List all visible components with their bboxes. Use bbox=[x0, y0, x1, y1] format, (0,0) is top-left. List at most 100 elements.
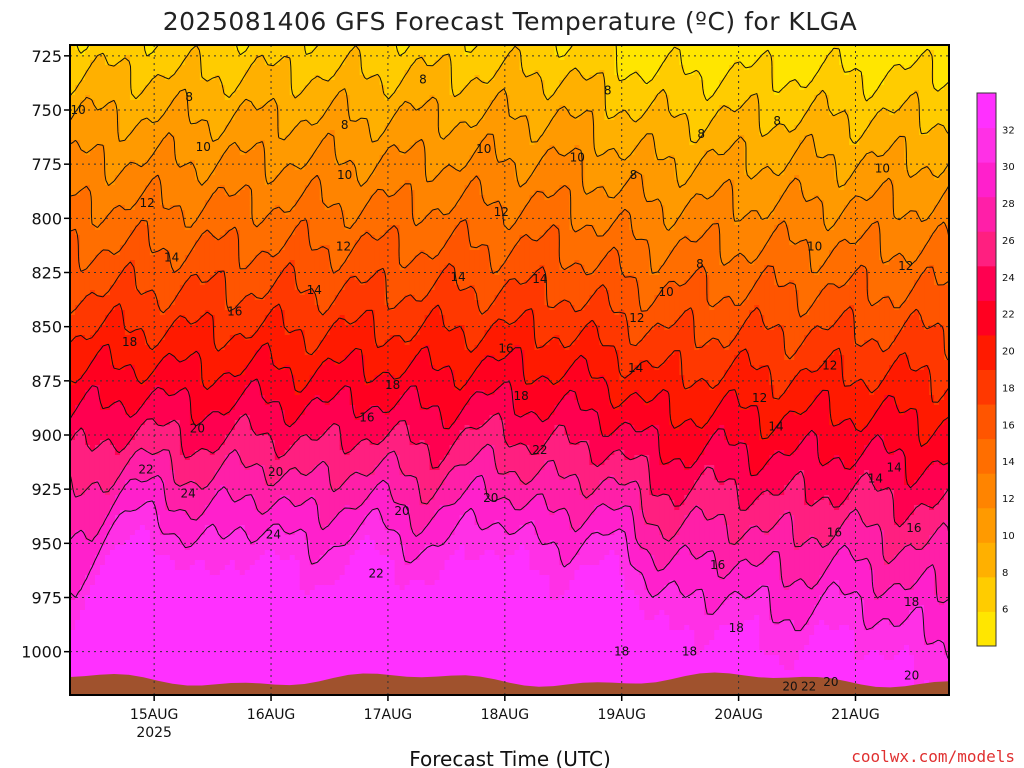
x-tick-label: 16AUG bbox=[247, 707, 296, 723]
contour-label: 16 bbox=[827, 526, 842, 540]
colorbar-swatch bbox=[977, 231, 996, 266]
colorbar-tick-label: 26 bbox=[1002, 236, 1015, 247]
x-tick-label: 21AUG bbox=[831, 707, 880, 723]
y-tick-label: 800 bbox=[31, 209, 62, 228]
contour-label: 14 bbox=[450, 270, 465, 284]
contour-label: 16 bbox=[498, 341, 513, 355]
contour-label: 8 bbox=[185, 90, 193, 104]
colorbar-swatch bbox=[977, 266, 996, 301]
colorbar-tick-label: 20 bbox=[1002, 347, 1015, 358]
contour-label: 22 bbox=[532, 443, 547, 457]
colorbar-swatch bbox=[977, 300, 996, 335]
colorbar-tick-label: 6 bbox=[1002, 605, 1008, 616]
colorbar-tick-label: 22 bbox=[1002, 310, 1015, 321]
contour-label: 20 bbox=[190, 422, 205, 436]
credit-text: coolwx.com/models bbox=[851, 747, 1015, 766]
y-tick-label: 725 bbox=[31, 47, 62, 66]
contour-label: 16 bbox=[359, 411, 374, 425]
contour-label: 16 bbox=[906, 521, 921, 535]
contour-label: 18 bbox=[385, 378, 400, 392]
colorbar-swatch bbox=[977, 335, 996, 370]
contour-label: 20 bbox=[483, 491, 498, 505]
colorbar-swatch bbox=[977, 404, 996, 439]
colorbar-tick-label: 14 bbox=[1002, 457, 1015, 468]
contour-label: 8 bbox=[697, 127, 705, 141]
colorbar-swatch bbox=[977, 162, 996, 197]
y-tick-label: 775 bbox=[31, 155, 62, 174]
contour-label: 10 bbox=[476, 142, 491, 156]
contour-label: 12 bbox=[336, 240, 351, 254]
colorbar-tick-label: 32 bbox=[1002, 125, 1015, 136]
colorbar-tick-label: 30 bbox=[1002, 162, 1015, 173]
colorbar-swatch bbox=[977, 197, 996, 232]
colorbar-swatch bbox=[977, 473, 996, 508]
contour-label: 8 bbox=[419, 73, 427, 87]
colorbar-swatch bbox=[977, 128, 996, 163]
contour-label: 18 bbox=[122, 335, 137, 349]
y-tick-label: 750 bbox=[31, 101, 62, 120]
y-tick-label: 975 bbox=[31, 589, 62, 608]
x-tick-label: 19AUG bbox=[597, 707, 646, 723]
contour-label: 14 bbox=[628, 361, 643, 375]
contour-label: 22 bbox=[369, 567, 384, 581]
colorbar-tick-label: 12 bbox=[1002, 494, 1015, 505]
colorbar-tick-label: 10 bbox=[1002, 531, 1015, 542]
contour-label: 12 bbox=[629, 311, 644, 325]
contour-label: 8 bbox=[604, 84, 612, 98]
x-tick-label: 20AUG bbox=[714, 707, 763, 723]
contour-label: 10 bbox=[71, 103, 86, 117]
contour-label: 20 bbox=[268, 465, 283, 479]
colorbar-swatch bbox=[977, 542, 996, 577]
contour-label: 20 bbox=[904, 669, 919, 683]
x-tick-label: 18AUG bbox=[481, 707, 530, 723]
contour-label: 12 bbox=[752, 391, 767, 405]
contour-label: 18 bbox=[514, 389, 529, 403]
y-tick-label: 950 bbox=[31, 534, 62, 553]
contour-label: 16 bbox=[227, 305, 242, 319]
contour-label: 14 bbox=[886, 461, 901, 475]
contour-label: 20 bbox=[782, 679, 797, 693]
contour-label: 12 bbox=[494, 205, 509, 219]
contour-label: 8 bbox=[773, 114, 781, 128]
colorbar-tick-label: 18 bbox=[1002, 383, 1015, 394]
contour-label: 24 bbox=[180, 487, 195, 501]
chart-title: 2025081406 GFS Forecast Temperature (ºC)… bbox=[163, 7, 857, 36]
contour-label: 10 bbox=[196, 140, 211, 154]
colorbar-tick-label: 28 bbox=[1002, 199, 1015, 210]
y-tick-label: 850 bbox=[31, 318, 62, 337]
contour-label: 22 bbox=[801, 679, 816, 693]
y-tick-label: 925 bbox=[31, 480, 62, 499]
colorbar-swatch bbox=[977, 577, 996, 612]
contour-label: 14 bbox=[532, 272, 547, 286]
contour-label: 12 bbox=[822, 359, 837, 373]
contour-label: 10 bbox=[875, 162, 890, 176]
colorbar-swatch bbox=[977, 439, 996, 474]
contour-label: 12 bbox=[898, 259, 913, 273]
contour-label: 14 bbox=[164, 250, 179, 264]
colorbar-tick-label: 16 bbox=[1002, 420, 1015, 431]
colorbar-swatch bbox=[977, 93, 996, 128]
contour-label: 14 bbox=[768, 419, 783, 433]
y-tick-label: 875 bbox=[31, 372, 62, 391]
colorbar-swatch bbox=[977, 370, 996, 405]
colorbar-swatch bbox=[977, 508, 996, 543]
contour-label: 10 bbox=[570, 151, 585, 165]
x-tick-label: 17AUG bbox=[364, 707, 413, 723]
y-tick-label: 825 bbox=[31, 264, 62, 283]
contour-label: 18 bbox=[729, 621, 744, 635]
colorbar-swatch bbox=[977, 611, 996, 646]
contour-label: 8 bbox=[341, 118, 349, 132]
contour-label: 18 bbox=[904, 595, 919, 609]
x-axis-label: Forecast Time (UTC) bbox=[409, 747, 611, 768]
contour-label: 14 bbox=[868, 471, 883, 485]
contour-label: 10 bbox=[337, 168, 352, 182]
y-tick-label: 1000 bbox=[21, 643, 62, 662]
y-tick-label: 900 bbox=[31, 426, 62, 445]
contour-label: 18 bbox=[682, 645, 697, 659]
contour-label: 20 bbox=[394, 504, 409, 518]
y-axis: 725 750 775 800 825 850 875 900 925 950 975 1000 bbox=[21, 47, 70, 662]
contour-label: 20 bbox=[823, 675, 838, 689]
contour-label: 24 bbox=[266, 528, 281, 542]
contour-label: 8 bbox=[696, 257, 704, 271]
